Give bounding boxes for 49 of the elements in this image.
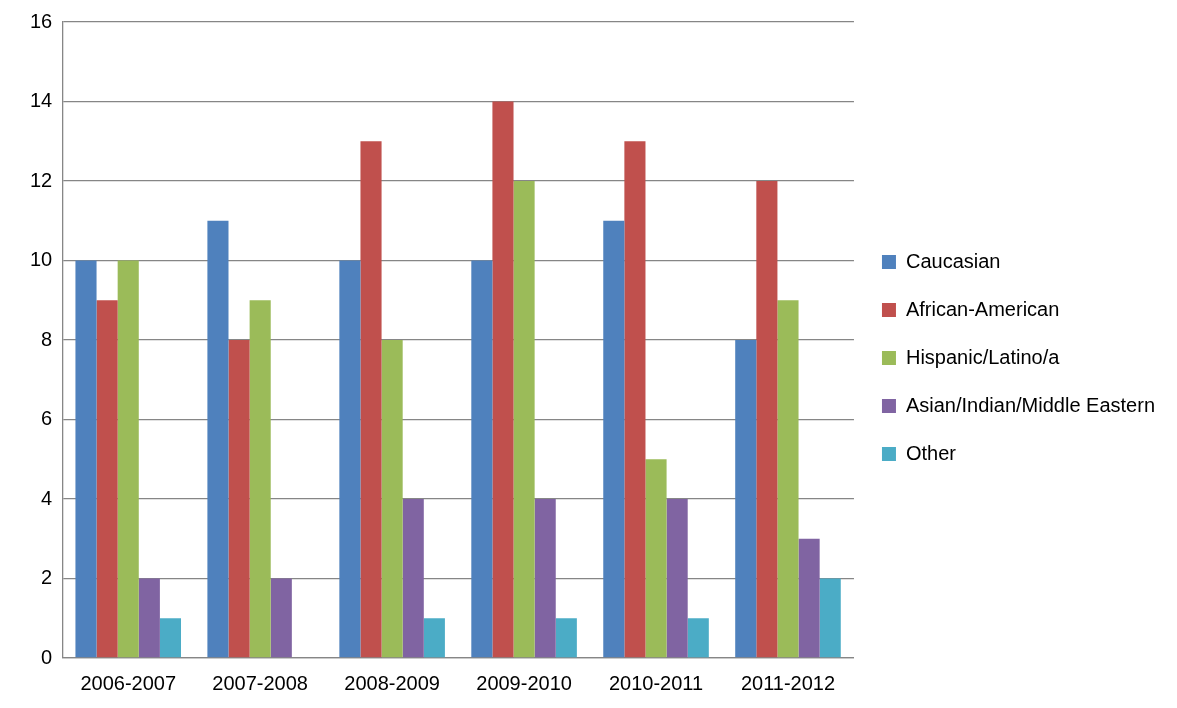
bar <box>138 578 160 658</box>
y-tick-label: 16 <box>30 9 53 32</box>
bar <box>339 260 361 658</box>
bar <box>249 300 271 658</box>
legend-label: Hispanic/Latino/a <box>905 345 1061 368</box>
bar <box>735 340 757 658</box>
bar <box>819 578 841 658</box>
bar <box>624 141 646 658</box>
legend-label: Other <box>905 441 957 464</box>
bar <box>492 101 514 658</box>
x-tick-label: 2009-2010 <box>476 671 572 694</box>
bar <box>687 618 709 658</box>
bar <box>159 618 181 658</box>
y-tick-label: 0 <box>41 645 53 668</box>
bar <box>228 340 250 658</box>
bar <box>360 141 382 658</box>
bar <box>603 220 625 658</box>
bar <box>777 300 799 658</box>
x-tick-label: 2006-2007 <box>80 671 177 694</box>
bar <box>513 181 535 658</box>
y-tick-label: 14 <box>30 89 53 112</box>
bar <box>270 578 292 658</box>
legend-label: African-American <box>905 297 1060 320</box>
bar <box>756 181 778 658</box>
x-tick-label: 2008-2009 <box>344 671 440 694</box>
bar <box>75 260 97 658</box>
y-tick-label: 6 <box>41 407 53 430</box>
bar <box>207 220 229 658</box>
x-tick-label: 2011-2012 <box>740 671 836 694</box>
legend-label: Asian/Indian/Middle Eastern <box>905 393 1156 416</box>
x-tick-label: 2007-2008 <box>212 671 308 694</box>
bar <box>534 499 556 658</box>
bar <box>96 300 118 658</box>
y-tick-label: 8 <box>41 327 53 350</box>
bar <box>555 618 577 658</box>
y-tick-label: 12 <box>30 168 53 191</box>
legend-label: Caucasian <box>905 249 1001 272</box>
x-tick-label: 2010-2011 <box>608 671 704 694</box>
y-tick-label: 4 <box>41 486 53 509</box>
bar <box>471 260 493 658</box>
bar <box>381 340 403 658</box>
bar <box>423 618 445 658</box>
bar <box>402 499 424 658</box>
bar <box>666 499 688 658</box>
y-tick-label: 2 <box>41 566 53 589</box>
bar <box>645 459 667 658</box>
y-tick-label: 10 <box>30 248 53 271</box>
bar <box>117 260 139 658</box>
bar <box>798 538 820 658</box>
